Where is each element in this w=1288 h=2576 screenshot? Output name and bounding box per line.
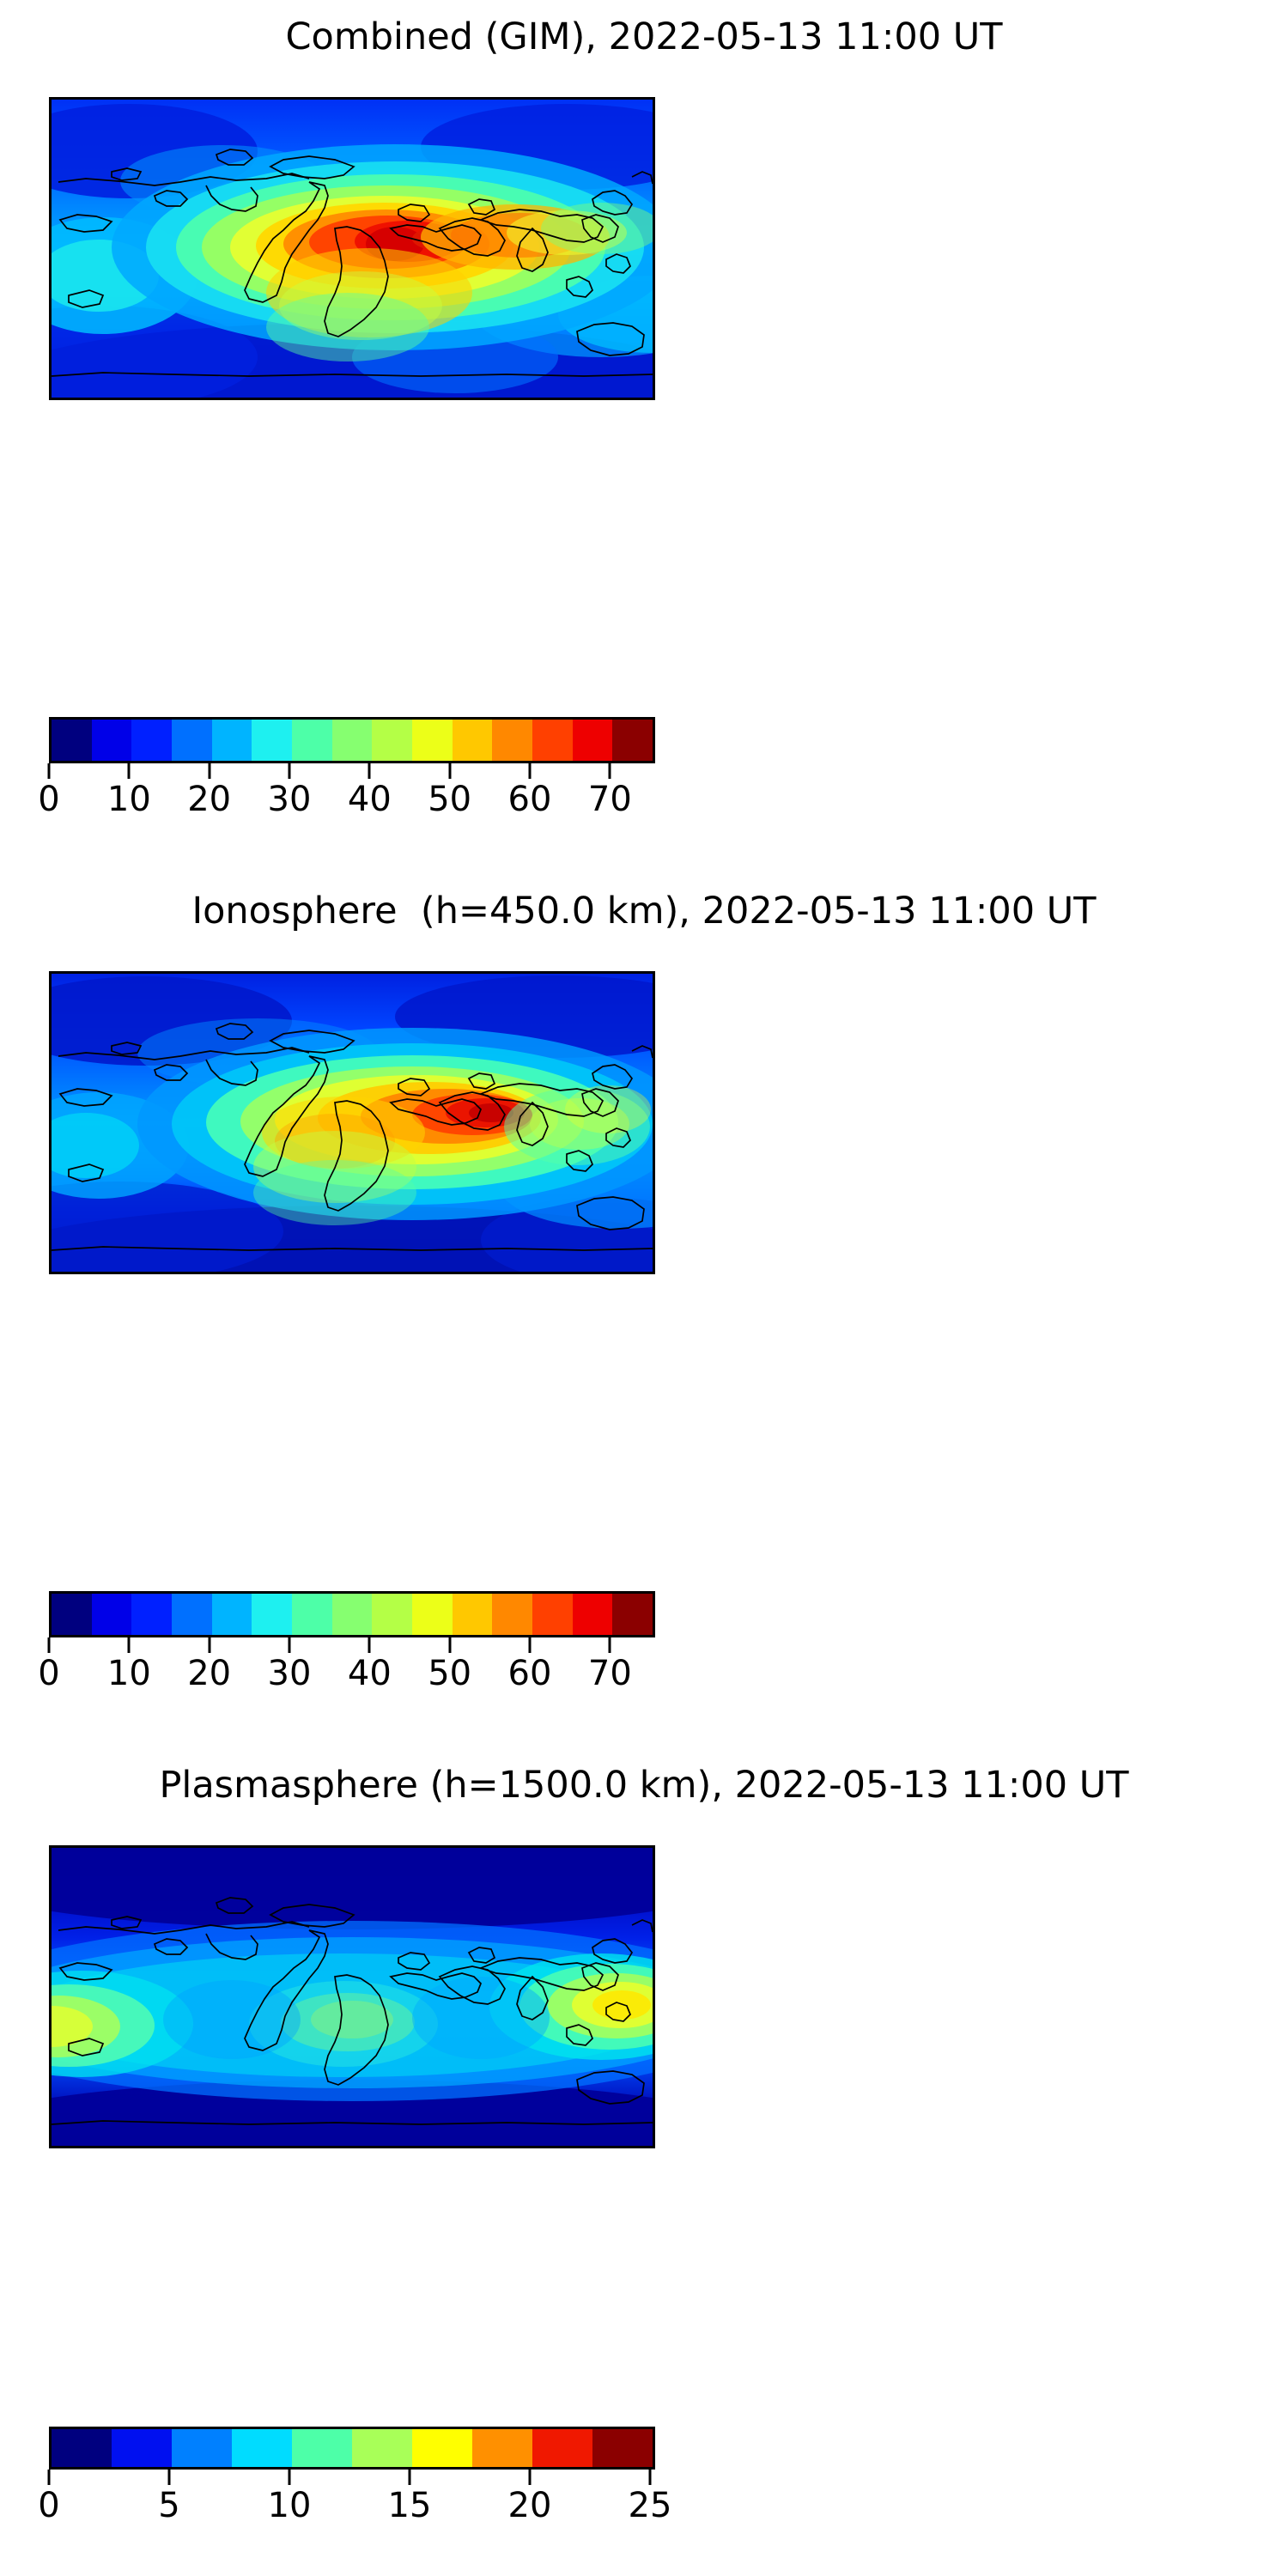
coastlines-ionosphere — [52, 1023, 653, 1251]
map-combined-gim — [49, 97, 655, 400]
colorbar-tick-label: 20 — [187, 1654, 232, 1693]
colorbar-tick-label: 15 — [387, 2486, 432, 2525]
map-canvas-plasmasphere — [52, 1848, 653, 2146]
colorbar-tick-label: 20 — [187, 780, 232, 819]
colorbar-plasmasphere: 0 5 10 15 20 25 — [38, 2427, 671, 2538]
colorbar-tick-label: 0 — [38, 780, 60, 819]
panel-combined-gim: Combined (GIM), 2022-05-13 11:00 UT — [0, 0, 1288, 859]
colorbar-tick-label: 0 — [38, 1654, 60, 1693]
colorbar-tick-label: 30 — [267, 1654, 312, 1693]
colorbar-tick-label: 5 — [158, 2486, 180, 2525]
colorbar-combined-gim: 0 10 20 30 40 50 60 70 — [38, 717, 655, 829]
map-canvas-ionosphere — [52, 974, 653, 1272]
colorbar-tick-label: 50 — [428, 780, 472, 819]
map-canvas-combined-gim — [52, 100, 653, 398]
colorbar-tick-label: 0 — [38, 2486, 60, 2525]
panel-title-ionosphere: Ionosphere (h=450.0 km), 2022-05-13 11:0… — [191, 890, 1097, 933]
colorbar-ticks-plasmasphere — [47, 2470, 652, 2485]
colorbar-tick-label: 40 — [347, 1654, 392, 1693]
colorbar-tick-label: 20 — [507, 2486, 552, 2525]
colorbar-gradient-plasmasphere — [49, 2427, 655, 2470]
colorbar-tick-label: 10 — [267, 2486, 312, 2525]
colorbar-ticks-ionosphere — [47, 1637, 650, 1653]
colorbar-tick-label: 60 — [507, 1654, 552, 1693]
colorbar-tick-label: 70 — [587, 780, 632, 819]
colorbar-gradient-combined-gim — [49, 717, 655, 763]
colorbar-tick-label: 60 — [507, 780, 552, 819]
panel-ionosphere: Ionosphere (h=450.0 km), 2022-05-13 11:0… — [0, 874, 1288, 1733]
colorbar-tick-label: 25 — [628, 2486, 672, 2525]
colorbar-ionosphere: 0 10 20 30 40 50 60 70 — [38, 1591, 655, 1703]
colorbar-ticks-combined-gim — [47, 763, 650, 779]
colorbar-tick-label: 70 — [587, 1654, 632, 1693]
panel-title-plasmasphere: Plasmasphere (h=1500.0 km), 2022-05-13 1… — [159, 1764, 1129, 1807]
colorbar-tick-label: 50 — [428, 1654, 472, 1693]
colorbar-tick-label: 10 — [106, 780, 151, 819]
colorbar-tick-label: 30 — [267, 780, 312, 819]
map-ionosphere — [49, 971, 655, 1274]
map-plasmasphere — [49, 1845, 655, 2148]
colorbar-tick-label: 40 — [347, 780, 392, 819]
panel-plasmasphere: Plasmasphere (h=1500.0 km), 2022-05-13 1… — [0, 1748, 1288, 2576]
coastlines-plasmasphere — [52, 1897, 653, 2125]
colorbar-gradient-ionosphere — [49, 1591, 655, 1637]
coastlines-combined-gim — [52, 149, 653, 377]
panel-title-combined-gim: Combined (GIM), 2022-05-13 11:00 UT — [285, 15, 1003, 58]
colorbar-tick-label: 10 — [106, 1654, 151, 1693]
